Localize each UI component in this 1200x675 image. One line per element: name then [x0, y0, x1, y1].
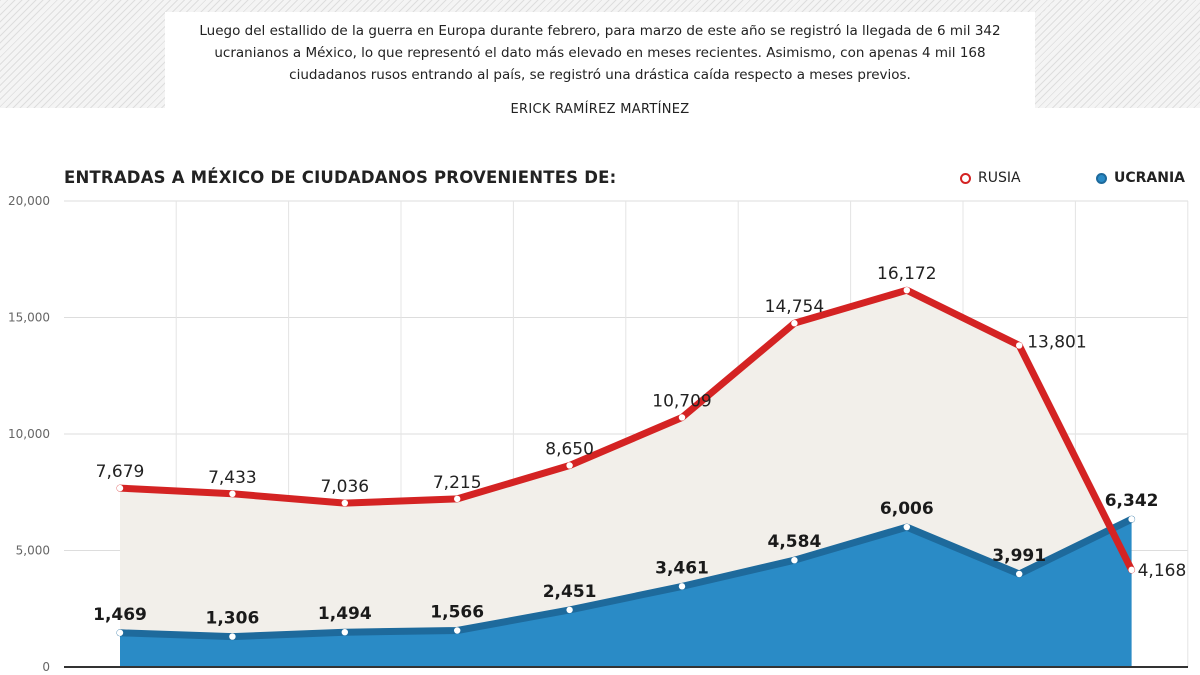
russia-data-label: 10,709: [652, 391, 711, 411]
ukraine-data-point: [1016, 570, 1023, 578]
ukraine-series-line: [116, 515, 1136, 641]
ukraine-data-point: [229, 633, 236, 640]
russia-data-point: [1128, 566, 1135, 574]
russia-data-label: 16,172: [877, 264, 936, 284]
ukraine-data-label: 1,306: [206, 609, 260, 629]
russia-data-point: [1016, 342, 1023, 349]
intro-text: Luego del estallido de la guerra en Euro…: [199, 23, 1001, 83]
y-tick-label: 0: [42, 660, 50, 674]
ukraine-data-label: 6,006: [880, 499, 934, 519]
russia-data-point: [791, 320, 798, 327]
russia-data-label: 7,433: [208, 468, 257, 488]
russia-data-label: 7,679: [96, 462, 145, 482]
legend-russia-label: RUSIA: [978, 170, 1021, 186]
russia-data-point: [229, 490, 236, 498]
ukraine-data-label: 1,469: [93, 605, 147, 625]
ukraine-data-point: [116, 629, 124, 636]
ukraine-data-point: [678, 583, 686, 590]
ukraine-data-label: 1,566: [430, 603, 484, 623]
russia-series-line: [116, 286, 1136, 574]
ukraine-data-point: [454, 627, 461, 634]
ukraine-data-point: [341, 628, 348, 636]
intro-box: [165, 12, 1035, 128]
legend-ukraine-label: UCRANIA: [1114, 170, 1186, 186]
chart-title: ENTRADAS A MÉXICO DE CIUDADANOS PROVENIE…: [64, 168, 617, 187]
legend-item-russia: RUSIA: [960, 170, 1021, 186]
ukraine-data-label: 2,451: [543, 582, 597, 602]
ukraine-data-point: [903, 523, 910, 531]
russia-data-point: [566, 462, 573, 469]
ukraine-data-label: 6,342: [1105, 491, 1159, 511]
russia-data-label: 13,801: [1027, 332, 1086, 352]
legend-ukraine-marker-icon: [1096, 172, 1107, 184]
russia-data-point: [454, 495, 461, 503]
ukraine-data-point: [791, 556, 798, 564]
y-tick-label: 15,000: [8, 311, 50, 325]
author-byline: ERICK RAMÍREZ MARTÍNEZ: [510, 102, 690, 117]
russia-data-label: 7,215: [433, 473, 482, 493]
ukraine-data-label: 3,991: [992, 546, 1046, 566]
ukraine-data-label: 3,461: [655, 558, 709, 578]
legend-russia-marker-icon: [960, 172, 971, 184]
russia-data-label: 4,168: [1138, 561, 1187, 581]
russia-data-point: [116, 484, 124, 492]
legend-item-ukraine: UCRANIA: [1096, 170, 1185, 186]
russia-data-label: 8,650: [545, 439, 594, 459]
russia-data-point: [678, 414, 686, 421]
ukraine-data-label: 4,584: [768, 532, 822, 552]
russia-data-point: [341, 499, 348, 507]
y-tick-label: 20,000: [8, 194, 50, 208]
russia-data-label: 14,754: [765, 297, 824, 317]
ukraine-area-fill: [120, 519, 1132, 667]
y-tick-label: 10,000: [8, 427, 50, 441]
ukraine-data-point: [566, 606, 573, 614]
russia-data-label: 7,036: [320, 477, 369, 497]
ukraine-data-label: 1,494: [318, 604, 372, 624]
ukraine-data-point: [1128, 516, 1135, 523]
y-tick-label: 5,000: [16, 544, 50, 558]
russia-data-point: [903, 286, 910, 294]
